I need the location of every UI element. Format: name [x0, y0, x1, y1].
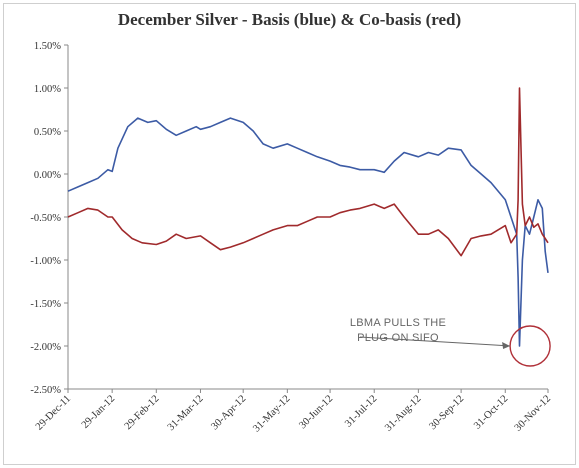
x-tick-label: 31-Oct-12	[472, 393, 510, 431]
y-tick-label: 1.00%	[34, 84, 61, 95]
annotation-text: PLUG ON SIFO	[357, 332, 439, 344]
y-tick-label: -2.50%	[30, 385, 61, 396]
x-tick-label: 31-Aug-12	[383, 393, 423, 433]
chart-title: December Silver - Basis (blue) & Co-basi…	[117, 10, 462, 29]
x-tick-label: 31-May-12	[251, 393, 292, 434]
x-tick-label: 29-Jan-12	[80, 393, 117, 430]
chart-frame	[3, 3, 576, 465]
annotation: LBMA PULLS THE PLUG ON SIFO	[350, 317, 551, 367]
annotation-text: LBMA PULLS THE	[350, 317, 446, 329]
y-tick-label: -1.00%	[30, 256, 61, 267]
annotation-arrowhead	[502, 342, 511, 349]
x-tick-label: 31-Mar-12	[166, 393, 206, 433]
annotation-arrow	[359, 336, 511, 347]
y-axis-tick-labels: 1.50% 1.00% 0.50% 0.00% -0.50% -1.00% -1.50% -2…	[30, 41, 61, 396]
y-tick-label: -2.00%	[30, 342, 61, 353]
axes	[64, 44, 549, 393]
y-tick-label: 0.50%	[34, 127, 61, 138]
x-tick-label: 30-Nov-12	[513, 393, 553, 433]
x-axis-tick-labels: 29-Dec-11 29-Jan-12 29-Feb-12 31-Mar-12 30-A…	[34, 393, 553, 434]
y-tick-label: -0.50%	[30, 213, 61, 224]
y-tick-label: 0.00%	[34, 170, 61, 181]
x-tick-label: 30-Jun-12	[297, 393, 335, 431]
x-tick-label: 30-Apr-12	[209, 393, 248, 432]
x-tick-label: 29-Feb-12	[123, 393, 162, 432]
annotation-circle	[509, 325, 551, 367]
y-tick-label: 1.50%	[34, 41, 61, 52]
y-tick-label: -1.50%	[30, 299, 61, 310]
series-line-blue	[67, 117, 549, 347]
x-tick-label: 30-Sep-12	[428, 393, 467, 432]
series-lines	[67, 87, 549, 347]
series-line-red	[67, 87, 549, 257]
x-tick-label: 31-Jul-12	[343, 393, 379, 429]
x-tick-label: 29-Dec-11	[34, 393, 73, 432]
